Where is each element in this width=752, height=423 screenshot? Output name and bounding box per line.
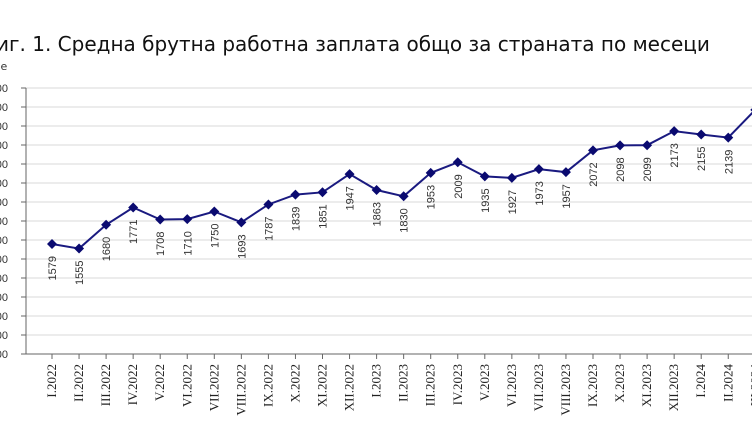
y-tick-label: 1700: [0, 216, 8, 228]
x-tick-label: VI.2022: [179, 364, 194, 407]
data-label: 1839: [290, 207, 302, 231]
x-tick-label: XI.2023: [639, 364, 654, 407]
y-tick-label: 2100: [0, 140, 8, 152]
data-point: [209, 206, 220, 217]
data-label: 1708: [155, 231, 167, 255]
x-tick-label: V.2022: [152, 364, 167, 401]
data-point: [560, 167, 571, 178]
x-tick-label: X.2023: [612, 364, 627, 403]
y-tick-label: 2400: [0, 83, 8, 95]
x-tick-label: I.2024: [693, 364, 708, 398]
x-tick-label: III.2024: [747, 364, 752, 407]
data-point: [588, 145, 598, 156]
x-tick-label: VI.2023: [504, 364, 519, 407]
data-point: [236, 217, 247, 228]
data-point: [723, 132, 734, 143]
data-point: [642, 140, 653, 151]
y-tick-label: 2200: [0, 121, 8, 133]
data-label: 1787: [263, 216, 275, 240]
data-point: [669, 126, 680, 137]
data-point: [533, 164, 544, 175]
x-tick-label: VII.2022: [206, 364, 221, 411]
data-label: 2173: [669, 143, 681, 167]
y-tick-label: 1500: [0, 254, 8, 266]
data-label: 1693: [236, 234, 248, 258]
x-tick-label: IV.2023: [450, 364, 465, 405]
data-label: 2009: [453, 174, 465, 198]
data-label: 2098: [615, 157, 627, 181]
data-point: [452, 157, 463, 168]
x-tick-label: VII.2023: [531, 364, 546, 411]
x-tick-label: V.2023: [477, 364, 492, 401]
data-label: 1555: [74, 261, 86, 285]
data-point: [47, 238, 57, 249]
x-tick-label: II.2024: [720, 364, 735, 402]
y-tick-label: 1200: [0, 311, 8, 323]
data-point: [696, 129, 707, 140]
x-tick-label: VIII.2022: [233, 364, 248, 416]
x-tick-label: II.2022: [71, 364, 86, 402]
data-label: 1771: [128, 220, 140, 244]
data-point: [155, 214, 166, 225]
x-tick-label: III.2022: [98, 364, 113, 406]
y-axis-unit: ве: [0, 60, 8, 73]
data-point: [263, 199, 274, 210]
data-label: 1710: [182, 231, 194, 255]
data-label: 1830: [399, 208, 411, 232]
chart-title: иг. 1. Средна брутна работна заплата общ…: [0, 32, 710, 56]
y-tick-label: 1900: [0, 178, 8, 190]
y-tick-label: 1800: [0, 197, 8, 209]
x-tick-label: XII.2022: [342, 364, 357, 411]
y-tick-label: 1600: [0, 235, 8, 247]
data-label: 1579: [47, 256, 59, 280]
data-label: 1947: [345, 186, 357, 210]
y-tick-label: 2300: [0, 102, 8, 114]
x-tick-label: VIII.2023: [558, 364, 573, 416]
x-tick-label: IX.2022: [260, 364, 275, 407]
x-tick-label: IX.2023: [585, 364, 600, 407]
data-point: [101, 219, 112, 230]
data-point: [317, 187, 328, 198]
x-tick-label: XI.2022: [315, 364, 330, 407]
y-tick-label: 1100: [0, 330, 8, 342]
x-tick-label: I.2022: [44, 364, 59, 398]
data-label: 1863: [372, 202, 384, 226]
data-label: 1935: [480, 188, 492, 212]
x-tick-label: III.2023: [423, 364, 438, 406]
x-tick-label: X.2022: [287, 364, 302, 403]
data-point: [290, 189, 301, 200]
data-label: 1680: [101, 237, 113, 261]
x-tick-label: IV.2022: [125, 364, 140, 405]
x-tick-label: I.2023: [369, 364, 384, 398]
data-label: 1953: [426, 185, 438, 209]
data-label: 1973: [534, 181, 546, 205]
data-label: 1957: [561, 184, 573, 208]
data-label: 1851: [318, 204, 330, 228]
x-tick-label: II.2023: [396, 364, 411, 402]
data-point: [506, 172, 517, 183]
y-tick-label: 2000: [0, 159, 8, 171]
data-point: [425, 167, 436, 178]
data-point: [615, 140, 626, 151]
data-point: [344, 169, 355, 180]
data-label: 2155: [696, 147, 708, 171]
data-label: 2072: [588, 162, 600, 186]
x-tick-label: XII.2023: [666, 364, 681, 411]
data-point: [182, 214, 193, 225]
data-point: [371, 185, 382, 196]
data-label: 2099: [642, 157, 654, 181]
data-point: [479, 171, 490, 182]
data-label: 2139: [723, 150, 735, 174]
y-tick-label: 1400: [0, 273, 8, 285]
y-tick-label: 1300: [0, 292, 8, 304]
data-label: 1750: [209, 224, 221, 248]
data-point: [128, 202, 139, 213]
data-label: 1927: [507, 190, 519, 214]
y-tick-label: 1000: [0, 349, 8, 361]
data-point: [398, 191, 409, 202]
data-point: [74, 243, 85, 254]
